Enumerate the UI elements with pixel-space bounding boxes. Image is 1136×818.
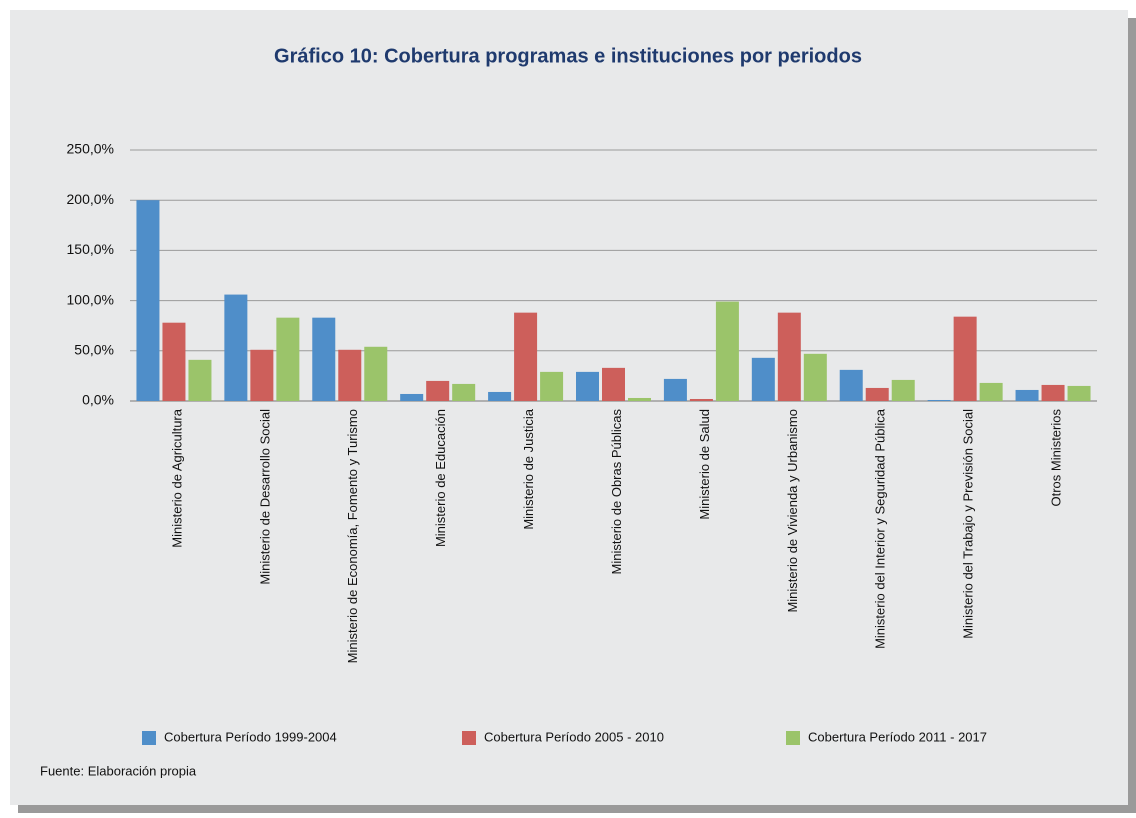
- bar: [803, 353, 827, 401]
- bar: [426, 380, 450, 401]
- bar: [839, 369, 863, 401]
- bar: [312, 317, 336, 401]
- bar: [663, 378, 687, 401]
- x-tick-label: Ministerio de Desarrollo Social: [257, 409, 272, 585]
- bar: [250, 349, 274, 401]
- bar: [891, 379, 915, 401]
- x-tick-label: Ministerio del Interior y Seguridad Públ…: [873, 408, 888, 649]
- bar: [224, 294, 248, 401]
- x-tick-label: Ministerio del Trabajo y Previsión Socia…: [961, 409, 976, 639]
- bar: [1015, 389, 1039, 401]
- x-tick-label: Otros Ministerios: [1048, 409, 1063, 507]
- bar: [276, 317, 300, 401]
- y-tick-label: 50,0%: [74, 342, 114, 358]
- bar: [865, 387, 889, 401]
- bar: [576, 371, 599, 401]
- bar: [514, 312, 538, 401]
- bar: [136, 200, 160, 401]
- bar: [689, 398, 713, 401]
- x-tick-label: Ministerio de Educación: [433, 409, 448, 547]
- x-tick-label: Ministerio de Vivienda y Urbanismo: [785, 409, 800, 613]
- bar: [488, 391, 512, 401]
- legend-swatch: [786, 731, 800, 745]
- legend-label: Cobertura Período 1999-2004: [164, 729, 337, 744]
- bar: [953, 316, 977, 401]
- bar: [628, 397, 651, 401]
- x-tick-label: Ministerio de Economía, Fomento y Turism…: [345, 409, 360, 663]
- bar: [715, 301, 739, 401]
- x-tick-label: Ministerio de Salud: [697, 409, 712, 520]
- legend-label: Cobertura Período 2011 - 2017: [808, 729, 987, 744]
- bar: [162, 322, 186, 401]
- bar: [452, 383, 476, 401]
- y-tick-label: 250,0%: [67, 141, 114, 157]
- legend-swatch: [462, 731, 476, 745]
- legend-label: Cobertura Período 2005 - 2010: [484, 729, 664, 744]
- bar: [602, 367, 625, 401]
- bar: [1041, 384, 1065, 401]
- bar: [188, 359, 212, 401]
- bar: [338, 349, 362, 401]
- x-tick-label: Ministerio de Justicia: [521, 408, 536, 529]
- bar: [400, 393, 424, 401]
- y-tick-label: 150,0%: [67, 241, 114, 257]
- y-tick-label: 100,0%: [67, 291, 114, 307]
- source-note: Fuente: Elaboración propia: [40, 763, 197, 778]
- y-tick-label: 200,0%: [67, 191, 114, 207]
- chart-title: Gráfico 10: Cobertura programas e instit…: [274, 45, 862, 67]
- legend-swatch: [142, 731, 156, 745]
- bar: [979, 382, 1003, 401]
- x-tick-label: Ministerio de Agricultura: [169, 408, 184, 547]
- bar: [927, 399, 951, 401]
- bar: [540, 371, 564, 401]
- y-tick-label: 0,0%: [82, 392, 114, 408]
- bar: [1067, 385, 1091, 401]
- bar: [364, 346, 388, 401]
- bar: [777, 312, 801, 401]
- panel: [10, 10, 1128, 805]
- x-tick-label: Ministerio de Obras Públicas: [609, 409, 624, 575]
- bar: [751, 357, 775, 401]
